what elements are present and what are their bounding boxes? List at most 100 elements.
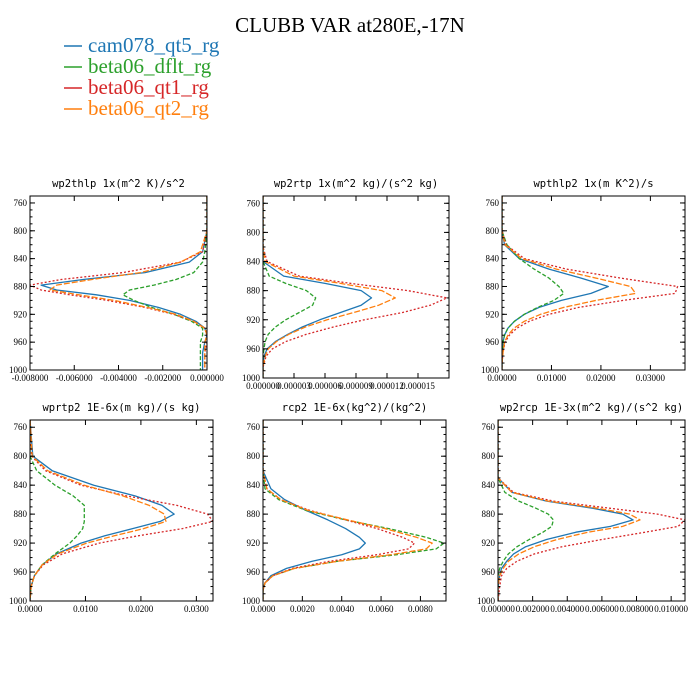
y-tick-label: 1000 [242,373,261,383]
series-group [30,420,213,601]
y-tick-label: 960 [247,344,261,354]
x-tick-label: 0.000000 [190,373,224,383]
x-tick-label: 0.0100 [73,604,98,614]
x-tick-label: 0.0000 [18,604,43,614]
series-line-beta06_qt1_rg [502,196,679,370]
series-line-beta06_qt1_rg [30,420,213,601]
panel-1: wp2thlp 1x(m^2 K)/s^2 760 800 840 880 920 960 1… [9,178,224,383]
panel-5: rcp2 1E-6x(kg^2)/(kg^2) 760 800 840 880 920 96… [242,402,447,614]
x-tick-label: 0.000006 [308,381,342,391]
panels: wp2thlp 1x(m^2 K)/s^2 760 800 840 880 920 960 1… [9,178,689,614]
x-tick-label: 0.004000 [550,604,584,614]
panel-title: wp2thlp 1x(m^2 K)/s^2 [52,178,185,190]
y-tick-label: 1000 [242,596,261,606]
y-tick-label: 1000 [9,365,28,375]
legend-label-beta06_qt1_rg: beta06_qt1_rg [88,75,209,99]
series-group [498,420,685,601]
x-tick-label: 0.0000 [251,604,276,614]
series-line-cam078_qt5_rg [263,420,366,601]
y-tick-label: 960 [14,337,28,347]
y-tick-label: 920 [14,309,28,319]
panel-title: wpthlp2 1x(m K^2)/s [533,178,653,190]
panel-2: wp2rtp 1x(m^2 kg)/(s^2 kg) 760 800 840 880 92… [242,178,450,391]
series-group [502,196,679,370]
series-line-beta06_qt2_rg [30,420,167,601]
series-line-beta06_qt2_rg [498,420,641,601]
series-line-beta06_qt2_rg [49,196,207,370]
y-tick-label: 800 [482,451,496,461]
series-line-beta06_dflt_rg [263,196,317,378]
x-tick-label: 0.01000 [537,373,567,383]
x-tick-label: 0.000000 [481,604,515,614]
x-tick-label: 0.010000 [654,604,688,614]
x-tick-label: 0.008000 [620,604,654,614]
series-line-beta06_dflt_rg [122,196,207,370]
x-tick-label: 0.0080 [408,604,433,614]
series-line-beta06_qt2_rg [263,196,396,378]
x-tick-label: 0.0060 [369,604,394,614]
x-tick-label: 0.000015 [401,381,435,391]
y-tick-label: 840 [247,257,261,267]
series-group [263,196,448,378]
series-line-beta06_dflt_rg [502,196,565,370]
series-group [30,196,207,370]
y-tick-label: 960 [14,567,28,577]
panel-title: rcp2 1E-6x(kg^2)/(kg^2) [282,402,427,414]
y-tick-label: 840 [247,480,261,490]
series-line-beta06_dflt_rg [498,420,555,601]
y-tick-label: 880 [247,509,261,519]
y-tick-label: 880 [14,281,28,291]
y-tick-label: 920 [486,309,500,319]
x-tick-label: 0.0300 [184,604,209,614]
y-tick-label: 960 [247,567,261,577]
series-line-beta06_qt1_rg [30,196,207,370]
panel-4: wprtp2 1E-6x(m kg)/(s kg) 760 800 840 880 920… [9,402,214,614]
legend-label-beta06_qt2_rg: beta06_qt2_rg [88,96,209,120]
panel-title: wp2rtp 1x(m^2 kg)/(s^2 kg) [274,178,438,190]
y-tick-label: 840 [14,480,28,490]
series-line-beta06_qt1_rg [498,420,685,601]
series-line-beta06_qt2_rg [263,420,433,601]
y-tick-label: 840 [14,254,28,264]
series-line-beta06_dflt_rg [30,420,85,601]
series-line-beta06_qt1_rg [263,420,416,601]
x-tick-label: 0.000000 [246,381,280,391]
x-tick-label: -0.008000 [12,373,49,383]
x-tick-label: 0.000009 [339,381,373,391]
y-tick-label: 760 [247,198,261,208]
y-tick-label: 880 [247,286,261,296]
x-tick-label: -0.002000 [144,373,181,383]
y-tick-label: 840 [486,254,500,264]
x-tick-label: 0.000012 [370,381,404,391]
plot-frame [29,419,214,602]
series-line-cam078_qt5_rg [502,196,609,370]
series-line-cam078_qt5_rg [263,196,373,378]
y-tick-label: 760 [482,422,496,432]
x-tick-label: 0.00000 [487,373,517,383]
series-line-beta06_qt2_rg [502,196,637,370]
x-tick-label: 0.0020 [290,604,315,614]
panel-title: wp2rcp 1E-3x(m^2 kg)/(s^2 kg) [500,402,683,414]
y-tick-label: 920 [247,538,261,548]
panel-title: wprtp2 1E-6x(m kg)/(s kg) [42,402,200,414]
y-tick-label: 800 [486,226,500,236]
y-tick-label: 760 [14,422,28,432]
plot-frame [262,195,450,379]
y-tick-label: 960 [486,337,500,347]
series-group [263,420,445,601]
panel-3: wpthlp2 1x(m K^2)/s 760 800 840 880 920 960 100… [481,178,686,383]
y-tick-label: 1000 [481,365,500,375]
figure-title: CLUBB VAR at280E,-17N [235,13,465,37]
y-tick-label: 760 [486,198,500,208]
legend: cam078_qt5_rgbeta06_dflt_rgbeta06_qt1_rg… [64,33,220,120]
panel-6: wp2rcp 1E-3x(m^2 kg)/(s^2 kg) 760 800 840 88… [477,402,689,614]
y-tick-label: 760 [247,422,261,432]
x-tick-label: 0.006000 [585,604,619,614]
plot-frame [501,195,686,371]
y-tick-label: 1000 [9,596,28,606]
series-line-beta06_qt1_rg [263,196,448,378]
y-tick-label: 880 [482,509,496,519]
y-tick-label: 840 [482,480,496,490]
y-tick-label: 920 [247,315,261,325]
x-tick-label: 0.002000 [516,604,550,614]
